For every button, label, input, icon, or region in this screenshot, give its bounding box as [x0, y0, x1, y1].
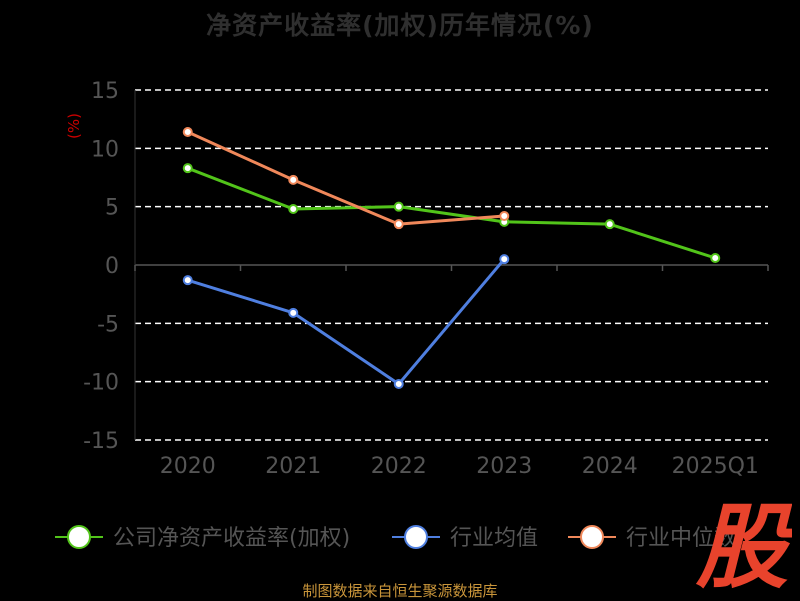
y-tick-label: -5: [97, 312, 119, 337]
y-tick-labels: 15 10 5 0 -5 -10 -15: [83, 79, 119, 454]
x-tick-labels: 2020 2021 2022 2023 2024 2025Q1: [160, 454, 759, 479]
data-point: [288, 204, 299, 214]
svg-text:股: 股: [695, 494, 792, 593]
data-point: [288, 174, 299, 185]
series-line-1: [187, 258, 506, 386]
legend: 公司净资产收益率(加权) 行业均值 行业中位数: [55, 525, 736, 551]
legend-label: 行业中位数: [626, 526, 736, 551]
series-line-2: [187, 130, 505, 226]
data-point: [604, 219, 615, 230]
legend-label: 公司净资产收益率(加权): [113, 526, 350, 551]
legend-item-2[interactable]: 行业中位数: [568, 525, 736, 551]
legend-marker: [580, 525, 604, 549]
legend-item-1[interactable]: 行业均值: [392, 525, 538, 551]
x-tick-label: 2021: [265, 454, 321, 479]
chart-title: 净资产收益率(加权)历年情况(%): [206, 11, 594, 40]
x-tick-label: 2023: [476, 454, 532, 479]
grid-lines: [135, 89, 768, 441]
y-tick-label: 15: [91, 79, 119, 104]
data-point: [288, 307, 299, 318]
y-tick-label: 5: [105, 196, 119, 221]
legend-item-0[interactable]: 公司净资产收益率(加权): [55, 525, 350, 551]
y-tick-label: -15: [83, 429, 119, 454]
data-point: [393, 379, 404, 389]
legend-label: 行业均值: [450, 526, 538, 551]
x-tick-label: 2022: [371, 454, 427, 479]
series-lines: [182, 127, 721, 389]
data-point: [393, 201, 404, 212]
legend-marker: [67, 525, 91, 549]
data-point: [182, 163, 193, 174]
y-tick-label: -10: [83, 371, 119, 396]
data-point: [499, 211, 510, 221]
series-line-0: [187, 166, 716, 260]
data-point: [182, 127, 193, 137]
y-tick-label: 10: [91, 137, 119, 162]
legend-marker: [404, 525, 428, 549]
axes: [134, 90, 769, 440]
x-tick-label: 2025Q1: [672, 454, 759, 479]
x-tick-label: 2020: [160, 454, 216, 479]
data-point: [710, 253, 721, 263]
x-tick-label: 2024: [582, 454, 638, 479]
data-point: [182, 275, 193, 286]
y-tick-label: 0: [105, 254, 119, 279]
stock-logo-watermark: 股: [695, 494, 792, 593]
y-axis-unit-label: (%): [65, 113, 83, 139]
data-point: [393, 219, 404, 230]
source-note: 制图数据来自恒生聚源数据库: [302, 582, 498, 600]
data-point: [499, 254, 510, 265]
